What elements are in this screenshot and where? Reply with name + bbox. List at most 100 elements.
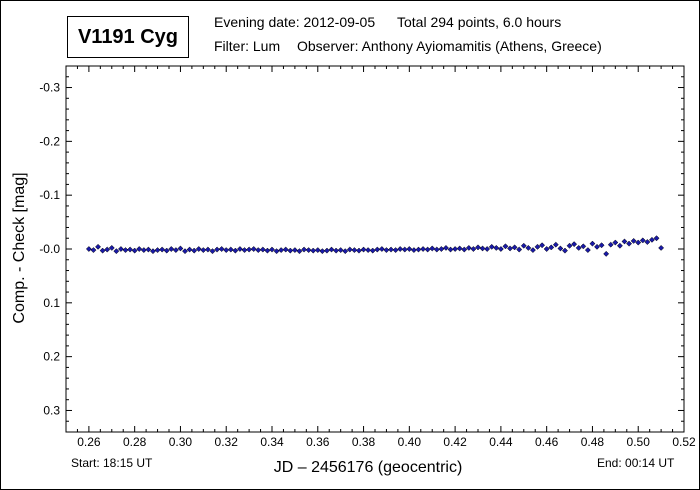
data-point [117,246,124,252]
data-point [626,240,633,247]
data-point [85,246,92,252]
data-point [342,248,349,255]
data-point [525,244,532,251]
data-point [90,247,97,254]
data-point [259,246,266,253]
data-point [177,245,184,252]
start-time: Start: 18:15 UT [71,456,153,470]
data-point [136,246,143,252]
data-point [644,239,651,245]
x-tick-label: 0.40 [398,435,422,449]
data-point [163,247,170,254]
data-point [415,246,422,253]
data-point [534,243,541,250]
data-point [635,239,642,246]
data-point [108,244,115,251]
data-point [433,246,440,253]
data-point [237,246,243,252]
data-point [365,247,372,254]
data-point [447,246,454,253]
data-point [273,248,280,255]
data-point [452,246,459,252]
data-point [653,235,660,242]
y-tick-label: -0.3 [39,81,60,95]
data-point [99,247,106,254]
data-point [351,247,358,254]
data-point [218,246,225,252]
data-point [255,247,262,254]
x-tick-label: 0.46 [535,435,559,449]
data-point [346,246,353,253]
data-point [191,247,198,254]
data-point [621,238,628,245]
data-point [511,244,518,251]
observer-label: Observer: Anthony Ayiomamitis (Athens, G… [297,38,602,54]
data-point [548,244,555,251]
data-point [571,241,578,248]
data-point [296,248,303,255]
data-point [557,245,564,252]
data-point [575,244,582,251]
data-point [337,247,344,254]
data-point [264,247,271,254]
y-tick-label: -0.1 [39,188,60,202]
data-point [465,244,472,251]
data-point [182,248,188,255]
data-point [520,242,527,249]
data-point [314,247,321,254]
data-point [566,242,573,249]
filter-label: Filter: Lum [214,38,281,54]
data-point [383,247,390,254]
data-point [154,247,161,254]
data-point [287,247,294,254]
data-point [150,248,156,255]
data-point [291,247,298,254]
y-axis-label: Comp. - Check [mag] [11,172,28,323]
data-point [269,246,275,253]
data-point [479,245,486,252]
x-tick-label: 0.52 [672,435,696,449]
x-axis-label: JD – 2456176 (geocentric) [274,459,463,476]
data-point [227,246,234,253]
data-point [607,241,614,248]
end-time: End: 00:14 UT [597,456,675,470]
data-point [172,247,179,254]
x-tick-label: 0.50 [627,435,651,449]
data-point [319,248,326,255]
data-point [589,240,596,247]
data-point [584,247,591,254]
data-point [95,243,101,250]
data-point [594,243,600,250]
data-point [649,236,655,243]
data-point [159,246,166,253]
data-point [543,246,550,252]
y-tick-label: -0.0 [39,242,60,256]
evening-date: Evening date: 2012-09-05 [214,14,376,30]
data-point [612,239,619,246]
data-point [397,246,404,252]
data-point [246,246,253,253]
data-point [470,246,477,252]
x-tick-label: 0.42 [443,435,467,449]
data-point [241,247,248,254]
y-tick-label: 0.1 [43,296,60,310]
data-point [214,246,221,253]
data-point [603,250,610,257]
data-point [502,243,509,250]
data-point [552,241,559,248]
y-tick-label: 0.3 [43,403,60,417]
data-point [122,247,129,254]
y-tick-label: 0.2 [43,350,60,364]
y-tick-labels: -0.3 -0.2 -0.1 -0.0 0.1 0.2 0.3 [39,81,60,418]
data-point [374,246,381,253]
data-point [104,246,111,253]
data-point [616,242,623,249]
data-point [323,247,330,254]
data-point [305,247,312,254]
data-point [328,246,335,253]
data-point [424,246,431,253]
data-point [639,237,646,244]
data-point [475,244,481,251]
data-point [420,246,427,252]
data-point [580,243,587,250]
